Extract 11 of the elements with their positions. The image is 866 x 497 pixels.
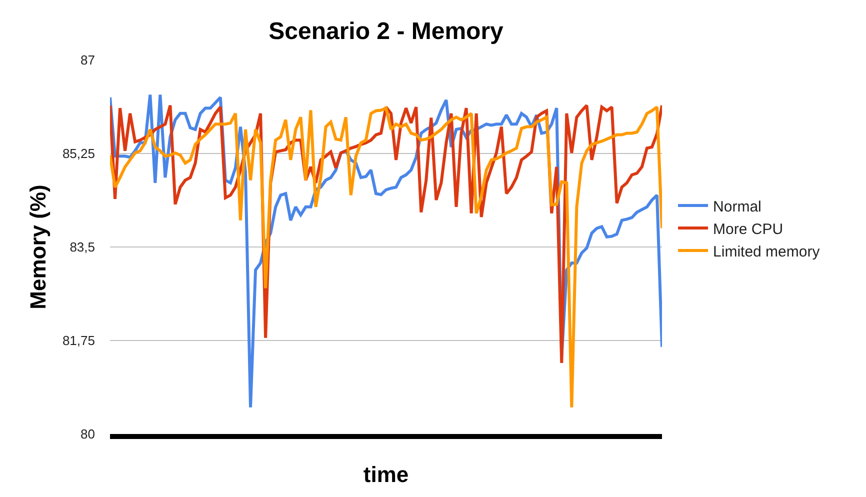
y-tick-label: 87 bbox=[80, 52, 95, 68]
y-tick-label: 85,25 bbox=[62, 146, 95, 162]
y-tick-label: 80 bbox=[80, 426, 95, 442]
y-tick-label: 83,5 bbox=[70, 240, 95, 255]
legend-label: Limited memory bbox=[713, 243, 820, 260]
x-axis-title: time bbox=[363, 462, 409, 487]
y-tick-label: 81,75 bbox=[62, 333, 95, 348]
legend-label: Normal bbox=[713, 198, 762, 216]
chart-title: Scenario 2 - Memory bbox=[268, 18, 504, 46]
legend-label: More CPU bbox=[713, 220, 784, 238]
y-axis-title: Memory (%) bbox=[25, 184, 50, 310]
